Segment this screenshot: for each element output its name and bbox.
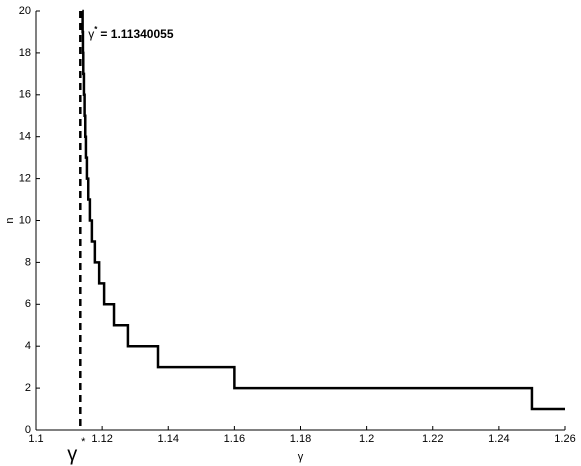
x-tick-label: 1.14	[158, 433, 179, 445]
y-tick-label: 0	[25, 424, 31, 436]
annotation: γ* = 1.11340055	[88, 25, 174, 41]
axis-marker-superscript: *	[81, 436, 86, 448]
axis-marker-symbol: γ	[67, 443, 77, 465]
x-tick-label: 1.26	[554, 433, 575, 445]
y-axis-label: n	[4, 217, 16, 223]
x-tick-label: 1.18	[290, 433, 311, 445]
x-tick-label: 1.12	[91, 433, 112, 445]
annotation-superscript: *	[94, 25, 98, 34]
annotation-text: = 1.11340055	[100, 27, 173, 41]
y-tick-label: 6	[25, 298, 31, 310]
y-tick-label: 14	[19, 131, 31, 143]
x-axis-label: γ	[298, 451, 304, 463]
x-tick-label: 1.1	[28, 433, 43, 445]
x-tick-label: 1.16	[224, 433, 245, 445]
x-tick-label: 1.2	[359, 433, 374, 445]
x-tick-label: 1.24	[488, 433, 509, 445]
y-tick-label: 10	[19, 214, 31, 226]
y-tick-label: 2	[25, 382, 31, 394]
y-tick-label: 18	[19, 47, 31, 59]
y-tick-label: 20	[19, 5, 31, 17]
y-tick-label: 16	[19, 89, 31, 101]
step-line	[81, 9, 565, 411]
y-tick-label: 4	[25, 340, 31, 352]
y-tick-label: 8	[25, 256, 31, 268]
x-tick-label: 1.22	[422, 433, 443, 445]
annotation-symbol: γ	[88, 27, 94, 41]
y-tick-label: 12	[19, 173, 31, 185]
